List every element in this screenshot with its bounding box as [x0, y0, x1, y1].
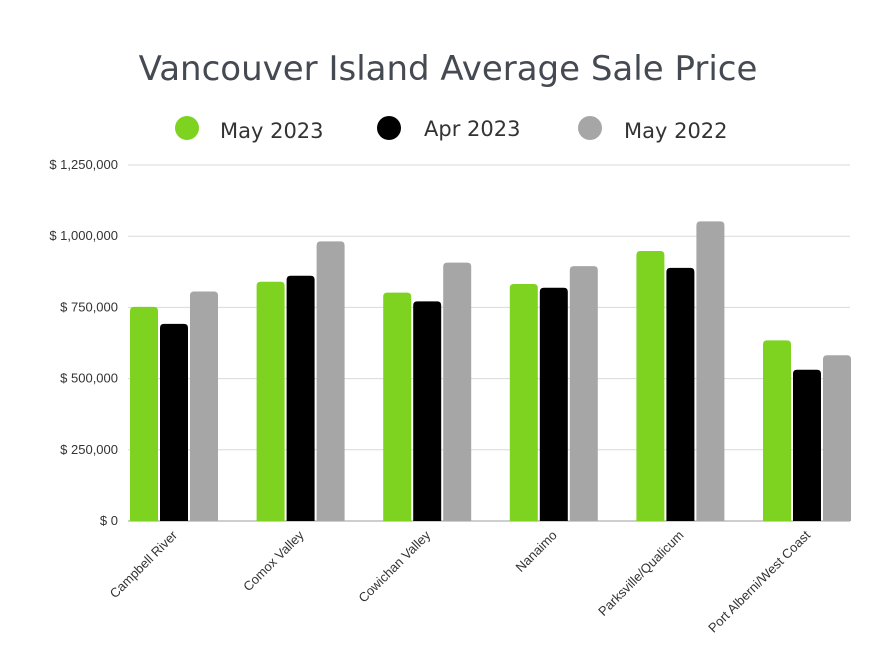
legend-label: May 2022 [624, 119, 728, 143]
bar-comox-valley-may-2022 [316, 241, 345, 521]
x-category-label: Port Alberni/West Coast [705, 527, 813, 635]
bar-cowichan-valley-may-2023 [383, 292, 412, 521]
bar-cowichan-valley-may-2022 [443, 262, 472, 521]
bar-nanaimo-apr-2023 [539, 287, 568, 521]
bar-port-alberni-west-coast-may-2022 [823, 355, 851, 521]
bar-nanaimo-may-2023 [509, 284, 538, 521]
x-axis: Campbell River Comox Valley Cowichan Valle… [107, 527, 814, 635]
legend-marker [175, 116, 199, 140]
bar-campbell-river-may-2023 [130, 306, 158, 521]
x-category-label: Nanaimo [513, 528, 560, 575]
bar-comox-valley-apr-2023 [286, 275, 315, 521]
y-tick-label: $ 0 [100, 513, 118, 528]
legend-marker [377, 116, 401, 140]
bar-cowichan-valley-apr-2023 [413, 301, 442, 521]
y-tick-label: $ 1,000,000 [49, 228, 118, 243]
y-tick-label: $ 500,000 [60, 371, 118, 386]
legend-label: May 2023 [220, 119, 324, 143]
bar-campbell-river-may-2022 [190, 291, 218, 521]
bar-port-alberni-west-coast-may-2023 [763, 340, 791, 521]
bar-port-alberni-west-coast-apr-2023 [793, 369, 821, 521]
bar-parksville-qualicum-may-2023 [636, 251, 665, 522]
bar-nanaimo-may-2022 [569, 266, 598, 521]
chart-legend: May 2023 Apr 2023 May 2022 [175, 116, 728, 143]
x-category-label: Cowichan Valley [355, 527, 433, 605]
chart-bars [130, 221, 851, 522]
legend-label: Apr 2023 [424, 117, 520, 141]
chart-title: Vancouver Island Average Sale Price [139, 49, 758, 89]
chart-gridlines [128, 164, 850, 522]
bar-campbell-river-apr-2023 [160, 323, 188, 521]
y-tick-label: $ 250,000 [60, 442, 118, 457]
bar-parksville-qualicum-may-2022 [696, 221, 725, 522]
y-tick-label: $ 750,000 [60, 299, 118, 314]
x-category-label: Campbell River [107, 527, 181, 601]
y-tick-label: $ 1,250,000 [49, 157, 118, 172]
legend-marker [578, 116, 602, 140]
bar-comox-valley-may-2023 [256, 281, 285, 521]
bar-parksville-qualicum-apr-2023 [666, 267, 695, 521]
y-axis: $ 0 $ 250,000 $ 500,000 $ 750,000 $ 1,000,00… [49, 157, 118, 528]
x-category-label: Comox Valley [240, 527, 307, 594]
x-category-label: Parksville/Qualicum [595, 528, 686, 619]
